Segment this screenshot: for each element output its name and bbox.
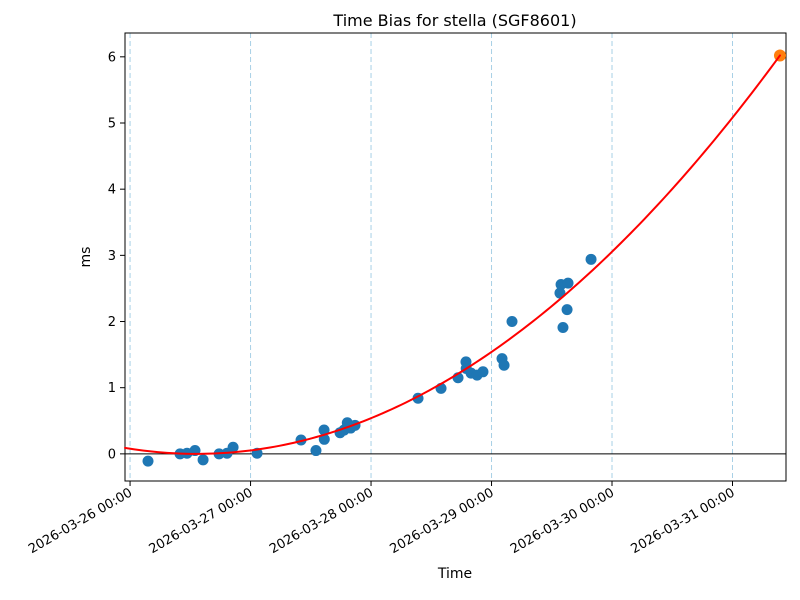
data-layer — [124, 49, 786, 467]
observation-point — [585, 253, 597, 265]
x-axis-label: Time — [437, 566, 472, 582]
observation-point — [310, 445, 322, 457]
y-tick-label: 2 — [108, 315, 116, 330]
fit-curve — [124, 54, 781, 455]
y-tick-label: 3 — [108, 249, 116, 264]
x-tick-label: 2026-03-31 00:00 — [629, 485, 738, 557]
observation-point — [197, 454, 209, 466]
y-tick-label: 0 — [108, 447, 116, 462]
observation-point — [142, 455, 154, 467]
observation-point — [227, 441, 239, 453]
x-tick-label: 2026-03-26 00:00 — [26, 485, 135, 557]
y-axis-label: ms — [78, 247, 94, 268]
y-tick-label: 6 — [108, 50, 116, 65]
gridline-layer — [129, 33, 734, 481]
y-tick-label: 5 — [108, 116, 116, 131]
observation-point — [562, 277, 574, 289]
plot-border — [124, 32, 787, 482]
axes-layer: 2026-03-26 00:00 2026-03-27 00:00 2026-03-… — [26, 32, 787, 557]
observation-point — [561, 304, 573, 316]
y-tick-label: 4 — [108, 183, 116, 198]
observation-point — [477, 366, 489, 378]
observation-point — [318, 424, 330, 436]
chart-title: Time Bias for stella (SGF8601) — [332, 11, 576, 30]
x-tick-label: 2026-03-30 00:00 — [508, 485, 617, 557]
x-tick-label: 2026-03-28 00:00 — [267, 485, 376, 557]
x-tick-label: 2026-03-27 00:00 — [147, 485, 256, 557]
y-tick-label: 1 — [108, 381, 116, 396]
observation-point — [557, 321, 569, 333]
x-tick-label: 2026-03-29 00:00 — [388, 485, 497, 557]
observation-point — [506, 316, 518, 328]
observation-point — [498, 359, 510, 371]
